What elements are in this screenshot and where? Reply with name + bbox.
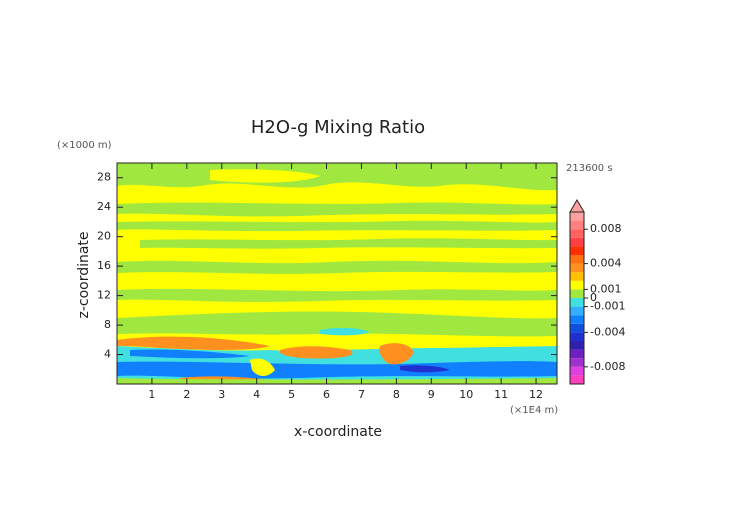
colorbar-tick-label: -0.001 [590,300,625,313]
colorbar-band [570,272,584,281]
time-label: 213600 s [566,163,613,174]
y-tick-label: 24 [97,200,111,213]
colorbar-band [570,229,584,238]
y-tick-label: 12 [97,289,111,302]
colorbar-arrow [569,199,585,213]
y-tick-label: 28 [97,171,111,184]
y-tick-label: 4 [104,348,111,361]
colorbar-tick-label: 0 [590,291,597,304]
x-tick-label: 12 [529,388,543,401]
x-tick-label: 6 [323,388,330,401]
colorbar-band [570,332,584,341]
colorbar-band [570,289,584,298]
colorbar-tick-label: 0.008 [590,222,622,235]
chart-title: H2O-g Mixing Ratio [251,117,425,138]
colorbar-band [570,349,584,359]
colorbar-band [570,255,584,264]
colorbar-tick-label: 0.001 [590,282,622,295]
colorbar-tick-label: -0.008 [590,360,625,373]
colorbar-band [570,358,584,367]
x-tick-label: 10 [459,388,473,401]
x-tick-label: 11 [494,388,508,401]
x-tick-label: 7 [358,388,365,401]
x-tick-label: 3 [218,388,225,401]
y-axis-label: z-coordinate [76,231,92,318]
y-unit: (×1000 m) [57,140,112,151]
colorbar-band [570,298,584,307]
x-tick-label: 8 [393,388,400,401]
contour-field [117,163,557,384]
x-tick-label: 5 [288,388,295,401]
x-unit: (×1E4 m) [510,405,558,416]
y-tick-label: 20 [97,230,111,243]
colorbar-band [570,280,584,290]
colorbar-band [570,306,584,316]
y-tick-label: 8 [104,318,111,331]
y-tick-label: 16 [97,259,111,272]
colorbar-band [570,323,584,333]
colorbar-band [570,341,584,350]
colorbar-band [570,263,584,273]
colorbar-band [570,366,584,376]
colorbar-band [570,212,584,221]
colorbar-band [570,315,584,324]
x-axis-label: x-coordinate [294,424,382,440]
x-tick-label: 4 [253,388,260,401]
colorbar-tick-label: 0.004 [590,257,622,270]
x-tick-label: 2 [183,388,190,401]
colorbar-band [570,237,584,247]
colorbar-band [570,220,584,230]
x-tick-label: 1 [148,388,155,401]
colorbar-tick-label: -0.004 [590,325,625,338]
colorbar-band [570,246,584,255]
x-tick-label: 9 [428,388,435,401]
plot-frame [116,162,558,385]
colorbar-band [570,375,584,384]
